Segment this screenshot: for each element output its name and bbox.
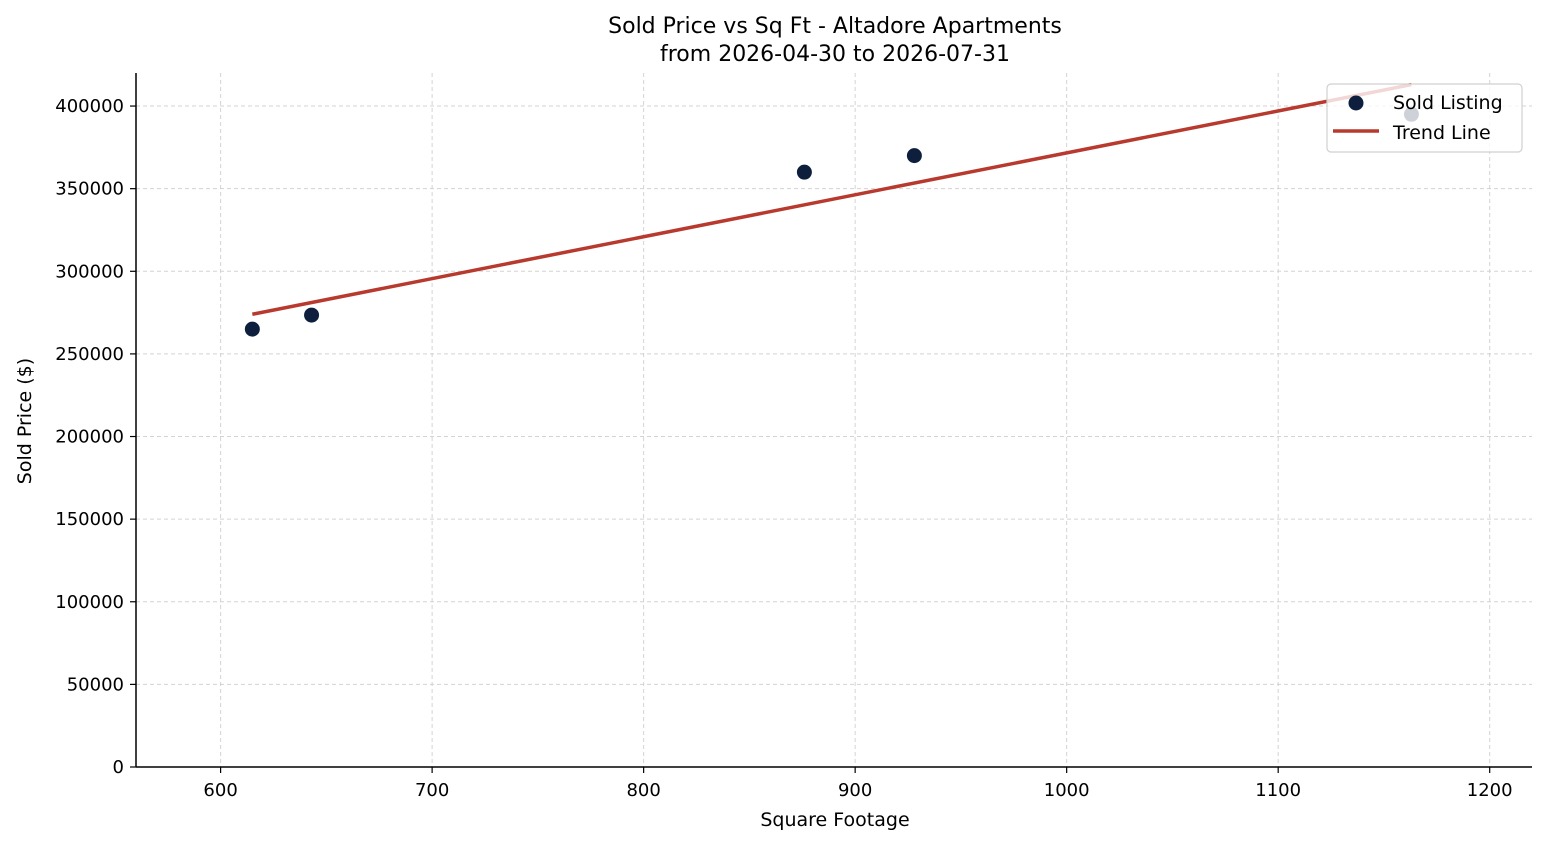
y-tick-label: 100000 bbox=[55, 592, 124, 613]
trend-line bbox=[251, 82, 1412, 316]
x-tick-label: 600 bbox=[203, 780, 237, 801]
x-tick-label: 900 bbox=[838, 780, 872, 801]
x-tick-label: 1100 bbox=[1255, 780, 1301, 801]
y-tick-label: 350000 bbox=[55, 179, 124, 200]
y-tick-label: 150000 bbox=[55, 509, 124, 530]
y-tick-label: 0 bbox=[113, 757, 124, 778]
y-axis-label: Sold Price ($) bbox=[14, 358, 36, 484]
x-tick-label: 1200 bbox=[1467, 780, 1513, 801]
x-axis-label: Square Footage bbox=[760, 809, 909, 831]
x-tick-label: 1000 bbox=[1044, 780, 1090, 801]
x-tick-label: 700 bbox=[415, 780, 449, 801]
y-tick-label: 250000 bbox=[55, 344, 124, 365]
y-tick-label: 400000 bbox=[55, 96, 124, 117]
axes: 600 700 800 900 1000 1100 1200 0 50000 100000 1500… bbox=[55, 73, 1532, 801]
x-tick-label: 800 bbox=[626, 780, 660, 801]
chart-title: Sold Price vs Sq Ft - Altadore Apartment… bbox=[608, 14, 1062, 39]
grid-lines bbox=[136, 73, 1532, 768]
y-tick-label: 300000 bbox=[55, 261, 124, 282]
legend-label-sold-listing: Sold Listing bbox=[1393, 92, 1503, 114]
legend-label-trend-line: Trend Line bbox=[1392, 122, 1491, 144]
sold-listing-point bbox=[796, 164, 812, 180]
sold-listing-point bbox=[906, 148, 922, 164]
y-tick-label: 200000 bbox=[55, 427, 124, 448]
legend-marker-sold-listing bbox=[1348, 95, 1364, 111]
trend-line-layer bbox=[251, 82, 1412, 316]
sold-listing-point bbox=[304, 307, 320, 323]
chart-subtitle: from 2026-04-30 to 2026-07-31 bbox=[660, 42, 1010, 67]
sold-listing-point bbox=[244, 321, 260, 337]
y-tick-label: 50000 bbox=[67, 674, 124, 695]
scatter-points-layer bbox=[244, 106, 1419, 337]
legend-box bbox=[1326, 83, 1523, 153]
legend: Sold Listing Trend Line bbox=[1326, 83, 1523, 153]
